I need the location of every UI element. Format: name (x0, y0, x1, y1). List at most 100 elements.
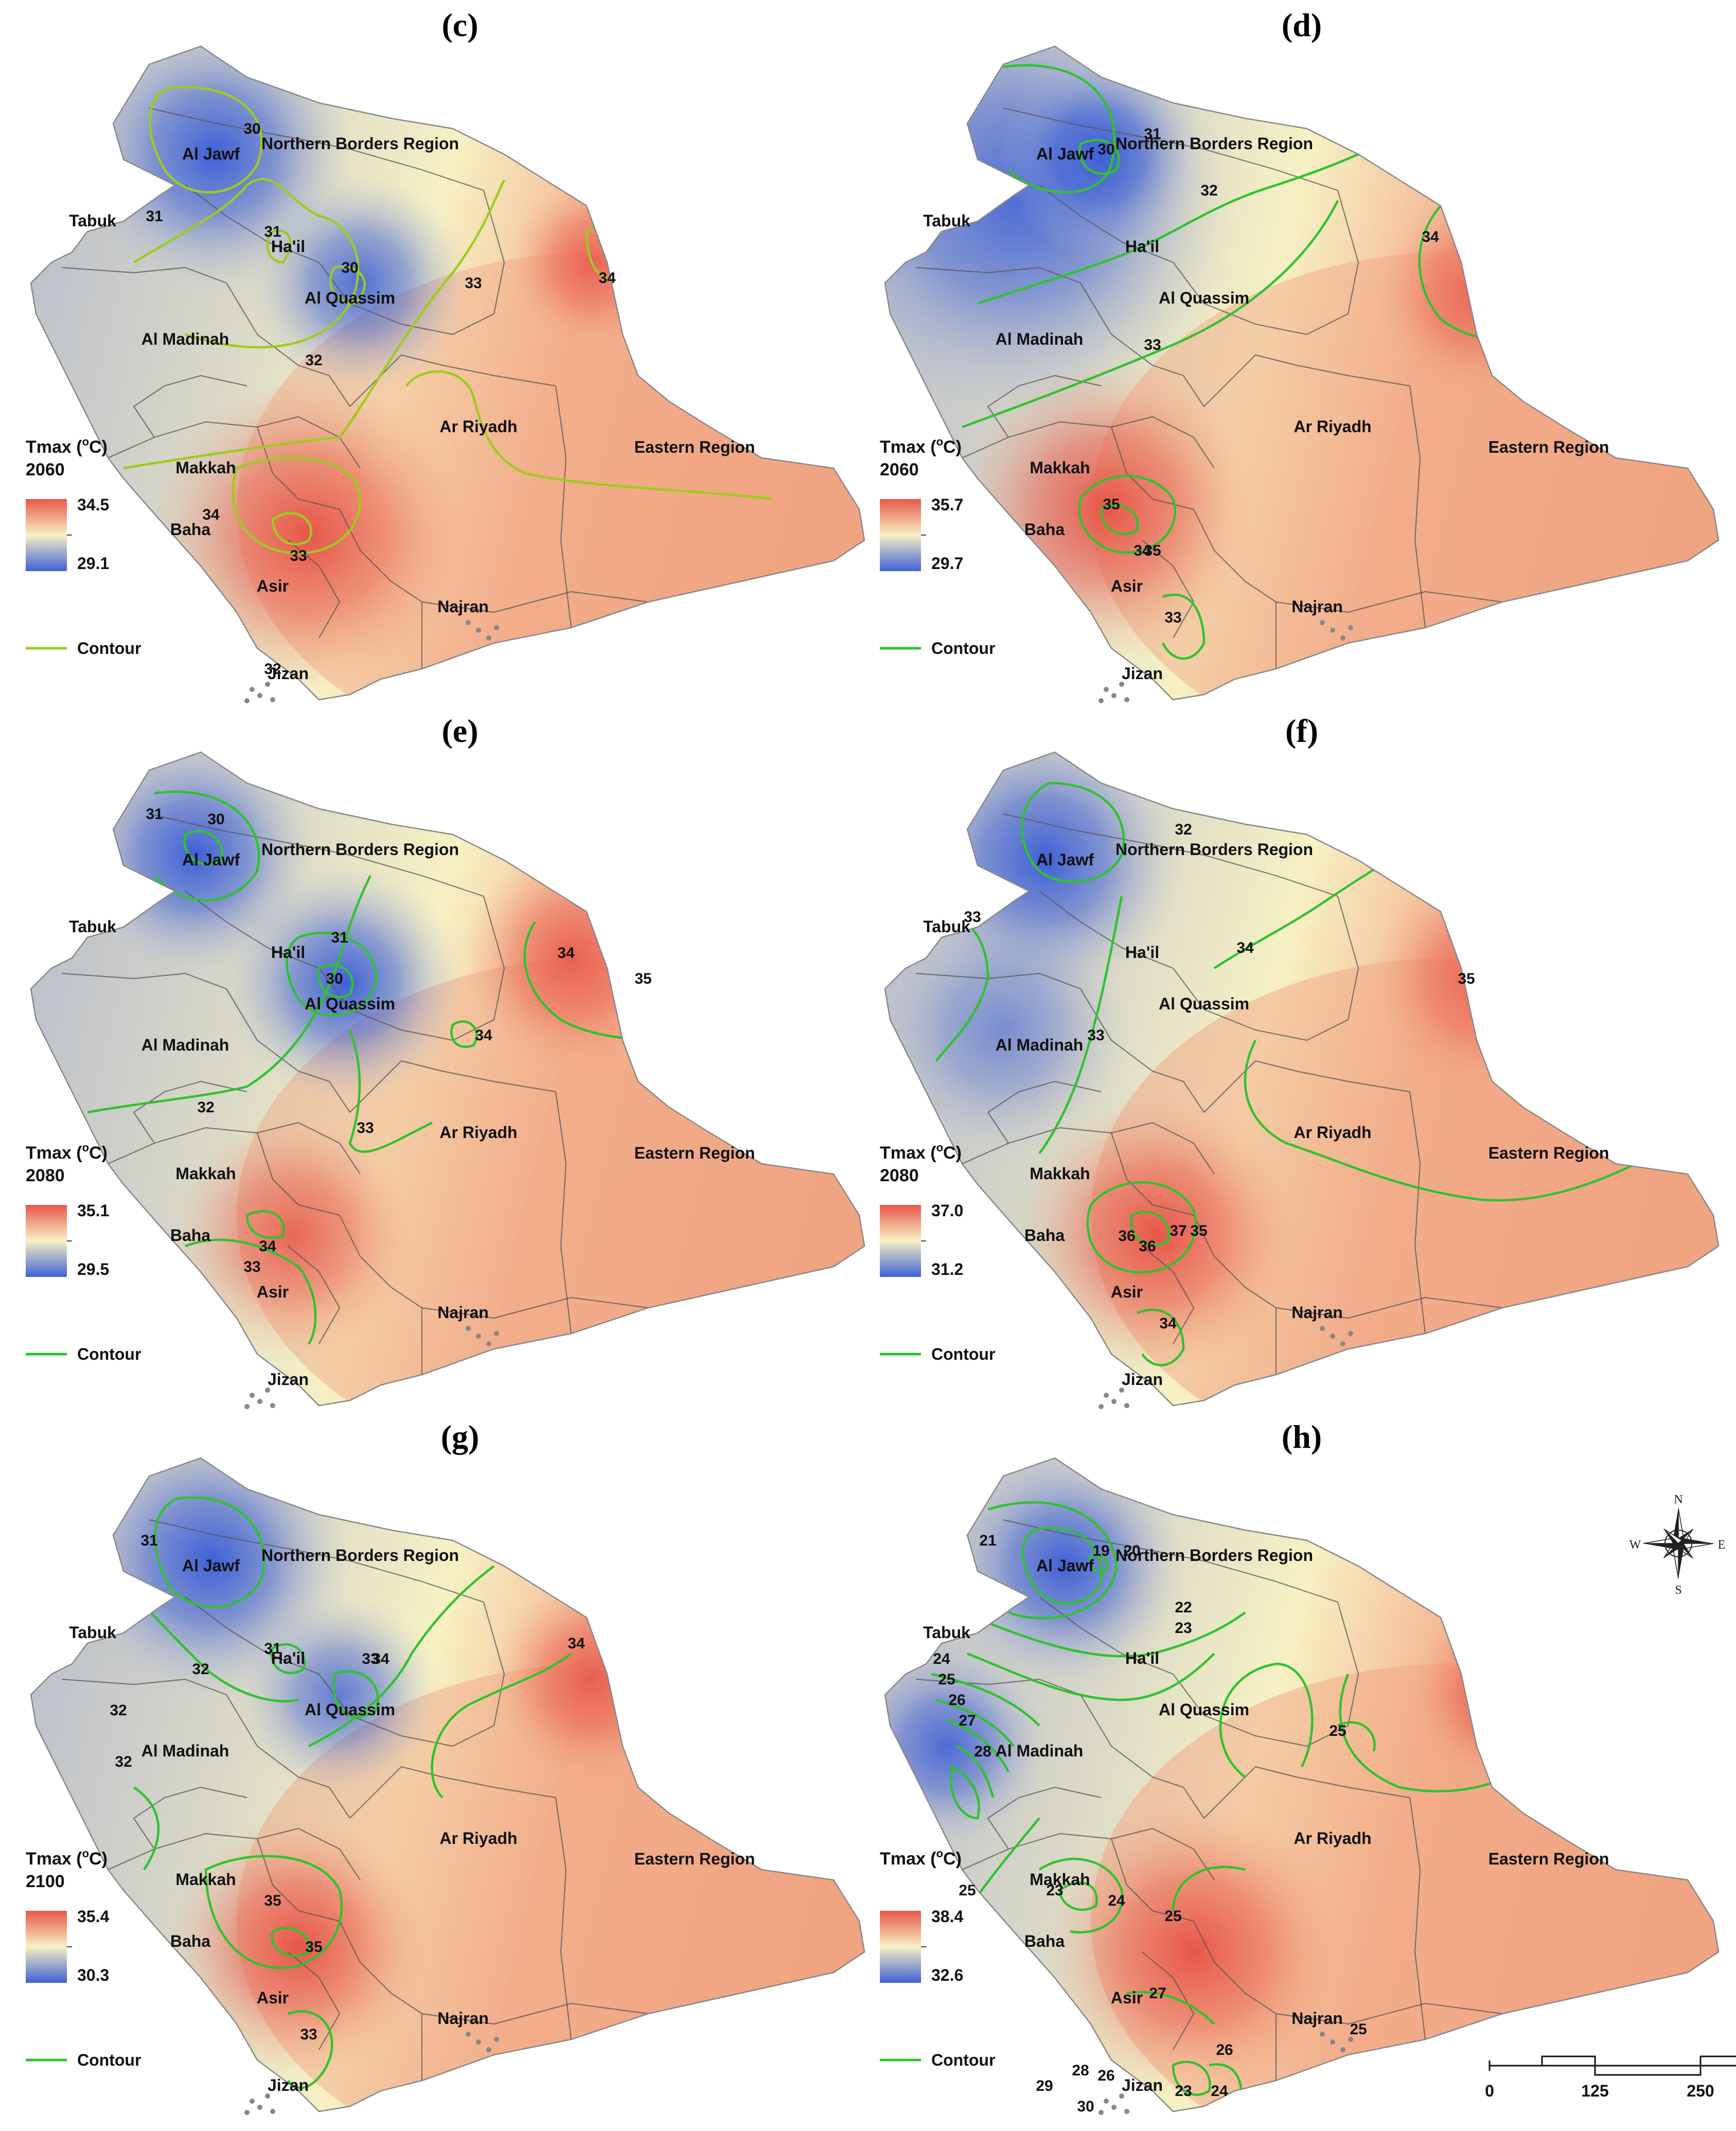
legend: Tmax (oC) 2060 35.7 29.7 Contour (880, 435, 995, 658)
region-label-jizan: Jizan (1122, 2076, 1163, 2094)
region-label-northern-borders: Northern Borders Region (1115, 134, 1313, 153)
legend-min-value: 29.7 (931, 554, 963, 573)
panel-title-f: (f) (1285, 713, 1318, 749)
legend-contour-label: Contour (931, 2051, 995, 2069)
legend-title: Tmax (oC) (880, 1141, 962, 1163)
region-label-makkah: Makkah (1030, 458, 1090, 477)
region-label-al-jawf: Al Jawf (1036, 1556, 1094, 1575)
contour-value-label: 34 (259, 1238, 276, 1255)
contour-value-label: 32 (1200, 182, 1217, 199)
region-label-jizan: Jizan (268, 664, 309, 683)
region-label-al-jawf: Al Jawf (182, 145, 240, 163)
legend: Tmax (oC) 2080 35.1 29.5 Contour (26, 1141, 141, 1363)
region-labels: Al Jawf Northern Borders Region Tabuk Ha'il… (69, 134, 755, 683)
country-outline (30, 751, 865, 1407)
contour-value-label: 31 (140, 1532, 157, 1549)
contour-value-label: 35 (1190, 1222, 1207, 1239)
contour-value-label: 35 (305, 1939, 322, 1956)
compass-w-label: W (1629, 1538, 1641, 1552)
region-label-al-quassim: Al Quassim (305, 1700, 395, 1719)
contour-value-labels: 30 31 31 30 32 33 34 34 33 32 (146, 120, 616, 678)
region-label-al-quassim: Al Quassim (1159, 289, 1249, 307)
region-label-eastern: Eastern Region (634, 1850, 755, 1868)
region-label-northern-borders: Northern Borders Region (1115, 840, 1313, 859)
legend-contour-label: Contour (931, 639, 995, 658)
region-label-jizan: Jizan (1122, 664, 1163, 683)
region-label-najran: Najran (1291, 2009, 1343, 2028)
scale-tick-label: 125 (1581, 2082, 1608, 2100)
region-label-hail: Ha'il (271, 237, 305, 256)
contour-value-label: 35 (1103, 496, 1120, 513)
contour-value-label: 31 (331, 929, 348, 946)
contour-value-label: 33 (362, 1650, 379, 1667)
region-label-al-jawf: Al Jawf (1036, 850, 1094, 869)
islands (244, 1326, 499, 1409)
contour-value-label: 32 (264, 661, 281, 678)
legend-color-ramp (26, 499, 67, 571)
legend-min-value: 31.2 (931, 1260, 963, 1278)
islands (244, 620, 499, 703)
legend-year: 2100 (26, 1872, 65, 1891)
contour-value-label: 32 (197, 1099, 214, 1116)
scale-tick-label: 0 (1485, 2082, 1494, 2100)
contour-value-label: 23 (1175, 2083, 1192, 2100)
legend-max-value: 34.5 (77, 495, 109, 514)
region-boundaries (61, 813, 649, 1375)
legend-contour-label: Contour (77, 2051, 141, 2069)
legend-min-value: 30.3 (77, 1966, 109, 1984)
contour-value-label: 35 (1144, 542, 1161, 559)
region-label-al-madinah: Al Madinah (141, 1742, 229, 1760)
region-label-jizan: Jizan (1122, 1370, 1163, 1389)
contour-value-labels: 31 30 31 30 32 33 34 34 35 34 33 (146, 806, 651, 1275)
region-label-baha: Baha (1024, 1226, 1065, 1245)
contour-value-label: 24 (933, 1650, 950, 1667)
region-label-jizan: Jizan (268, 1370, 309, 1389)
region-label-ar-riyadh: Ar Riyadh (1294, 1829, 1371, 1848)
country-outline (884, 751, 1720, 1407)
region-label-makkah: Makkah (1030, 1870, 1090, 1889)
country-outline (30, 1457, 865, 2112)
contour-value-label: 37 (1170, 1222, 1186, 1239)
region-label-al-madinah: Al Madinah (141, 330, 229, 348)
contour-value-label: 30 (243, 120, 260, 137)
contour-value-label: 23 (1175, 1620, 1192, 1637)
region-label-ar-riyadh: Ar Riyadh (439, 417, 517, 436)
contour-value-label: 20 (1123, 1542, 1140, 1559)
compass-rose-icon: N S E W (1629, 1493, 1726, 1597)
region-label-ar-riyadh: Ar Riyadh (1294, 1123, 1371, 1142)
legend-color-ramp (26, 1205, 67, 1277)
contour-value-label: 25 (1350, 2021, 1367, 2038)
region-label-hail: Ha'il (271, 1649, 305, 1667)
region-label-makkah: Makkah (175, 458, 236, 477)
region-label-tabuk: Tabuk (69, 211, 116, 230)
contour-value-label: 35 (634, 970, 651, 987)
region-label-hail: Ha'il (1125, 1649, 1159, 1667)
contour-value-label: 32 (115, 1753, 132, 1770)
contour-value-label: 36 (1139, 1238, 1156, 1255)
contour-value-label: 35 (264, 1892, 281, 1909)
map-panel-h: Al Jawf Northern Borders Region Tabuk Ha'il… (884, 1457, 1720, 2115)
legend-max-value: 35.1 (77, 1201, 109, 1220)
contour-value-label: 36 (1118, 1228, 1135, 1245)
legend-title: Tmax (oC) (26, 1141, 108, 1163)
region-label-makkah: Makkah (1030, 1164, 1090, 1183)
contour-value-label: 25 (938, 1671, 955, 1688)
temperature-surface (31, 752, 864, 1406)
contour-value-label: 33 (1164, 609, 1181, 626)
contour-value-label: 25 (1164, 1908, 1181, 1925)
legend: Tmax (oC) 38.4 32.6 Contour (880, 1847, 995, 2069)
region-label-baha: Baha (170, 520, 210, 539)
panel-title-h: (h) (1282, 1418, 1322, 1455)
region-label-eastern: Eastern Region (1489, 1850, 1609, 1868)
map-panel-e: Al Jawf Northern Borders Region Tabuk Ha'il… (30, 751, 865, 1409)
region-label-eastern: Eastern Region (1489, 438, 1609, 456)
region-label-baha: Baha (170, 1932, 210, 1950)
region-label-northern-borders: Northern Borders Region (261, 134, 459, 153)
country-outline (884, 45, 1720, 701)
legend-max-value: 37.0 (931, 1201, 963, 1220)
region-label-al-jawf: Al Jawf (1036, 145, 1094, 163)
contour-value-label: 33 (357, 1120, 374, 1136)
legend-year: 2080 (880, 1166, 919, 1185)
